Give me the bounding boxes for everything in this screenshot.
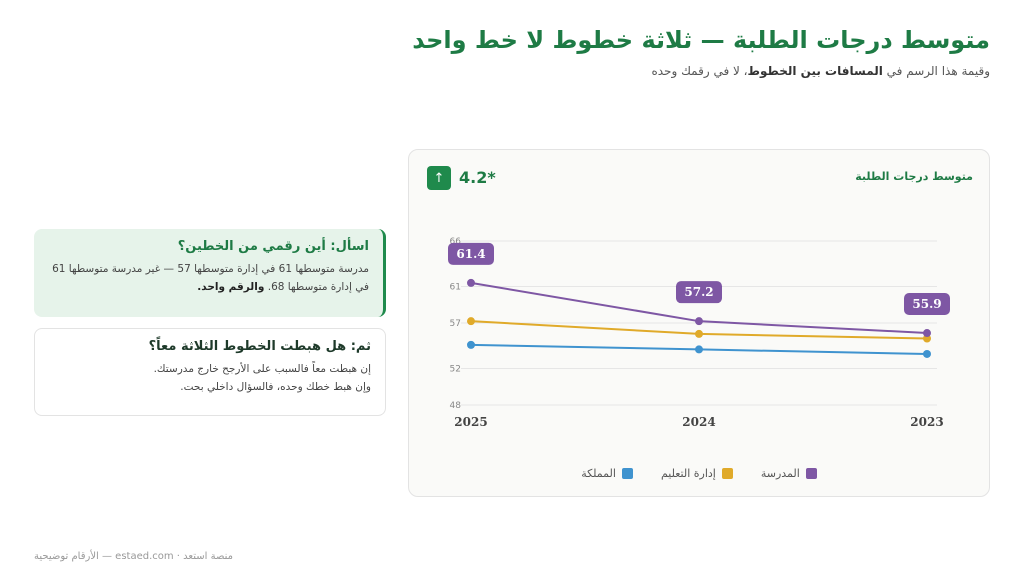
- legend-swatch: [805, 468, 817, 479]
- card-body-emphasis: والرقم واحد.: [197, 281, 265, 294]
- data-point: [923, 349, 931, 358]
- card-body-text: مدرسة متوسطها 61 في إدارة متوسطها 57 — غ…: [52, 263, 369, 294]
- y-tick-label: 48: [450, 401, 462, 411]
- y-tick-label: 52: [450, 365, 461, 375]
- card-line: وإن هبط خطك وحده، فالسؤال داخلي بحت.: [180, 381, 371, 394]
- insight-card-trend: ثم: هل هبطت الخطوط الثلاثة معاً؟ إن هبطت…: [34, 328, 386, 416]
- subtitle-post: ، لا في رقمك وحده: [651, 64, 748, 78]
- card-title: اسأل: أين رقمي من الخطين؟: [177, 239, 369, 254]
- x-tick-label: 2023: [910, 415, 943, 429]
- subtitle-bold: المسافات بين الخطوط: [747, 64, 883, 78]
- data-label: 61.4: [456, 247, 485, 261]
- card-title: ثم: هل هبطت الخطوط الثلاثة معاً؟: [148, 339, 371, 354]
- page-title: متوسط درجات الطلبة — ثلاثة خطوط لا خط وا…: [412, 26, 990, 54]
- data-point: [467, 317, 475, 326]
- data-point: [467, 340, 475, 349]
- subtitle-pre: وقيمة هذا الرسم في: [882, 64, 990, 78]
- arrow-up-icon: ↑: [427, 166, 451, 190]
- data-label-box: [904, 293, 950, 316]
- x-tick-label: 2024: [682, 415, 715, 429]
- card-line: إن هبطت معاً فالسبب على الأرجح خارج مدرس…: [153, 363, 371, 375]
- y-tick-label: 57: [450, 319, 461, 329]
- delta-value: 4.2*: [459, 168, 496, 187]
- legend-label: إدارة التعليم: [660, 467, 716, 480]
- page-subtitle: وقيمة هذا الرسم في المسافات بين الخطوط، …: [651, 64, 990, 78]
- line-chart: 48 52 57 61 66 2025 2024 2023 61.4 57.2 55.9: [448, 237, 950, 429]
- chart-card: متوسط درجات الطلبة ↑ 4.2* 48 52 57 61 66 2025…: [408, 149, 990, 497]
- legend-item: المدرسة: [761, 467, 817, 480]
- chart-title: متوسط درجات الطلبة: [855, 170, 973, 183]
- data-label-box: [676, 281, 722, 304]
- legend-item: إدارة التعليم: [661, 467, 733, 480]
- data-point: [923, 334, 931, 343]
- data-label: 57.2: [684, 285, 713, 299]
- data-point: [467, 278, 475, 287]
- legend-swatch: [721, 468, 733, 479]
- data-label: 55.9: [912, 297, 941, 311]
- data-label-box: [448, 242, 494, 265]
- data-point: [695, 317, 703, 326]
- footer-note: منصة استعد · estaed.com — الأرقام توضيحي…: [34, 551, 233, 562]
- chart-legend: المدرسة إدارة التعليم المملكة: [409, 467, 989, 480]
- card-body: مدرسة متوسطها 61 في إدارة متوسطها 57 — غ…: [48, 260, 369, 297]
- data-point: [695, 329, 703, 338]
- legend-label: المدرسة: [760, 467, 800, 480]
- legend-swatch: [621, 468, 633, 479]
- data-point: [923, 329, 931, 338]
- legend-item: المملكة: [581, 467, 633, 480]
- data-point: [695, 345, 703, 354]
- card-body: إن هبطت معاً فالسبب على الأرجح خارج مدرس…: [49, 360, 371, 397]
- y-tick-label: 66: [450, 237, 462, 247]
- legend-label: المملكة: [581, 467, 616, 480]
- x-tick-label: 2025: [454, 415, 487, 429]
- y-tick-label: 61: [450, 283, 461, 293]
- insight-card-position: اسأل: أين رقمي من الخطين؟ مدرسة متوسطها …: [34, 229, 386, 317]
